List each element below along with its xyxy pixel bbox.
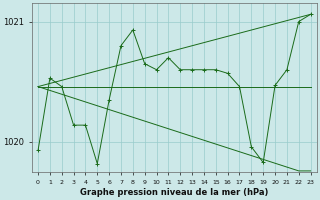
X-axis label: Graphe pression niveau de la mer (hPa): Graphe pression niveau de la mer (hPa): [80, 188, 268, 197]
